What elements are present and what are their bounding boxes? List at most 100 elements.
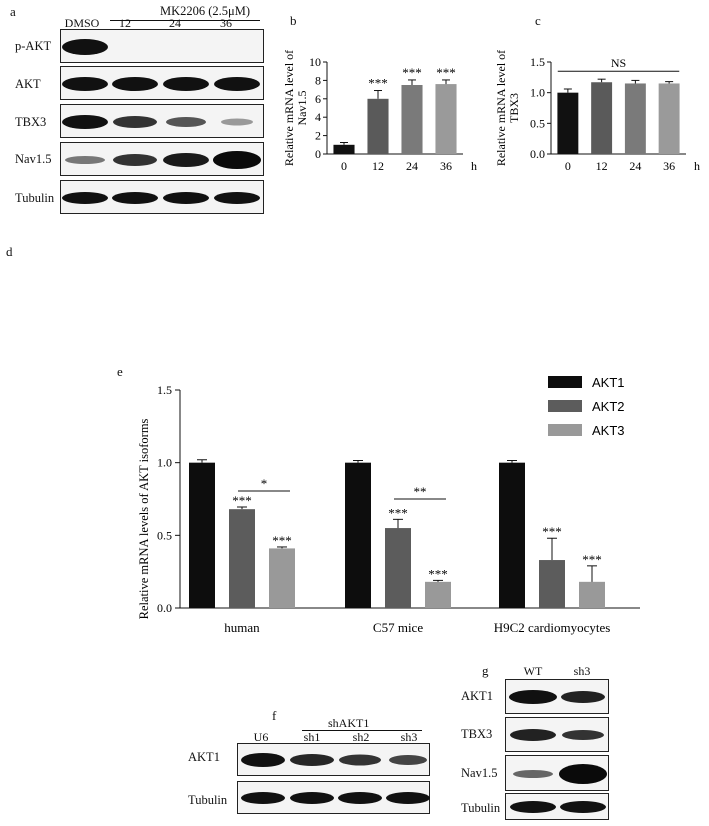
b-y-tick-label: 4 — [315, 110, 321, 124]
e-legend-label: AKT1 — [592, 375, 625, 390]
c-bar — [624, 83, 646, 154]
blot-g-nav15-bands — [513, 764, 607, 784]
panel-b-letter: b — [290, 13, 297, 28]
e-significance: *** — [542, 524, 562, 539]
e-x-tick-label: C57 mice — [373, 620, 423, 635]
e-legend-swatch — [548, 400, 582, 412]
b-y-axis-label-line1: Relative mRNA level of — [285, 50, 296, 166]
c-y-axis-label-line1: Relative mRNA level of — [497, 50, 508, 166]
g-row-label-tubulin: Tubulin — [461, 801, 501, 815]
blot-tbx3-bands — [62, 115, 253, 129]
c-bar — [658, 83, 680, 154]
panel-f-letter: f — [272, 708, 277, 723]
g-row-label-nav15: Nav1.5 — [461, 766, 498, 780]
blot-akt-bands — [62, 77, 260, 91]
e-significance: *** — [582, 552, 602, 567]
e-bar — [539, 560, 565, 608]
blot-akt — [60, 66, 264, 100]
e-bar — [499, 462, 525, 608]
e-significance: *** — [272, 533, 292, 548]
blot-g-tbx3-bands — [510, 729, 604, 741]
row-label-p-akt: p-AKT — [15, 39, 52, 53]
e-y-axis-label: Relative mRNA levels of AKT isoforms — [137, 418, 151, 619]
f-lane-sh1: sh1 — [303, 730, 321, 744]
blot-p-akt-bands — [62, 39, 108, 55]
e-significance: *** — [232, 493, 252, 508]
e-sig-bracket-label: ** — [414, 484, 427, 499]
row-label-akt: AKT — [15, 77, 41, 91]
b-significance: *** — [436, 65, 456, 80]
treatment-line — [110, 20, 260, 21]
g-row-label-akt1: AKT1 — [461, 689, 493, 703]
c-x-tick-label: 12 — [596, 159, 608, 173]
e-y-tick-label: 1.5 — [157, 383, 172, 397]
g-row-label-tbx3: TBX3 — [461, 727, 493, 741]
blot-f-akt1-bands — [241, 753, 427, 767]
b-significance: *** — [402, 65, 422, 80]
e-bar — [385, 528, 411, 608]
e-x-tick-label: human — [224, 620, 260, 635]
b-y-tick-label: 8 — [315, 73, 321, 87]
blot-tbx3 — [60, 104, 264, 138]
blot-g-akt1 — [505, 679, 609, 714]
f-row-label-akt1: AKT1 — [188, 750, 220, 764]
row-label-nav15: Nav1.5 — [15, 152, 52, 166]
blot-tubulin-a — [60, 180, 264, 214]
panel-d-letter: d — [6, 244, 13, 259]
b-bar — [435, 84, 457, 154]
b-x-tick-label: 36 — [440, 159, 452, 173]
e-significance: *** — [428, 566, 448, 581]
panel-e-letter: e — [117, 364, 123, 379]
blot-g-akt1-bands — [509, 690, 605, 704]
c-ns-label: NS — [611, 56, 626, 70]
c-y-tick-label: 0.5 — [530, 116, 545, 130]
treatment-label: MK2206 (2.5μM) — [160, 4, 251, 18]
blot-g-nav15 — [505, 755, 609, 791]
c-x-tick-label: 36 — [663, 159, 675, 173]
e-legend-label: AKT2 — [592, 399, 625, 414]
b-x-unit: h — [471, 159, 477, 173]
lane-label-dmso: DMSO — [64, 16, 100, 30]
f-lane-u6: U6 — [253, 730, 269, 744]
e-sig-bracket-label: * — [261, 476, 268, 491]
e-x-tick-label: H9C2 cardiomyocytes — [494, 620, 611, 635]
c-y-tick-label: 1.5 — [530, 55, 545, 69]
e-y-tick-label: 0.5 — [157, 528, 172, 542]
g-lane-sh3: sh3 — [573, 664, 591, 678]
b-y-tick-label: 2 — [315, 129, 321, 143]
blot-f-tubulin — [237, 781, 430, 814]
b-x-tick-label: 0 — [341, 159, 347, 173]
b-y-axis-label: Relative mRNA level ofNav1.5 — [285, 50, 309, 166]
e-y-tick-label: 1.0 — [157, 456, 172, 470]
b-y-axis-label-line2: Nav1.5 — [295, 91, 309, 126]
blot-f-akt1 — [237, 743, 430, 776]
c-x-tick-label: 24 — [629, 159, 641, 173]
f-row-label-tubulin: Tubulin — [188, 793, 228, 807]
lane-label-24: 24 — [169, 16, 181, 30]
blot-tubulin-a-bands — [62, 192, 260, 204]
c-y-tick-label: 1.0 — [530, 86, 545, 100]
e-bar — [345, 462, 371, 608]
e-bar — [269, 548, 295, 608]
chart-e: 0.0 0.5 1.0 1.5 Relative mRNA levels of AKT … — [137, 375, 640, 635]
e-legend-swatch — [548, 376, 582, 388]
blot-g-tbx3 — [505, 717, 609, 752]
b-y-tick-label: 6 — [315, 92, 321, 106]
blot-nav15-bands — [65, 151, 261, 169]
blot-g-tubulin-bands — [510, 801, 606, 813]
lane-label-12: 12 — [119, 16, 131, 30]
e-legend-swatch — [548, 424, 582, 436]
shakt1-group-label: shAKT1 — [328, 716, 370, 730]
c-bar — [557, 92, 579, 154]
blot-f-tubulin-bands — [241, 792, 430, 804]
b-x-tick-label: 12 — [372, 159, 384, 173]
b-y-tick-label: 10 — [309, 55, 321, 69]
panel-c-letter: c — [535, 13, 541, 28]
c-bar — [591, 82, 613, 154]
panel-a-letter: a — [10, 4, 16, 19]
b-bar — [367, 98, 389, 154]
b-bar — [401, 85, 423, 154]
c-y-axis-label: Relative mRNA level ofTBX3 — [497, 50, 521, 166]
blot-g-tubulin — [505, 793, 609, 820]
